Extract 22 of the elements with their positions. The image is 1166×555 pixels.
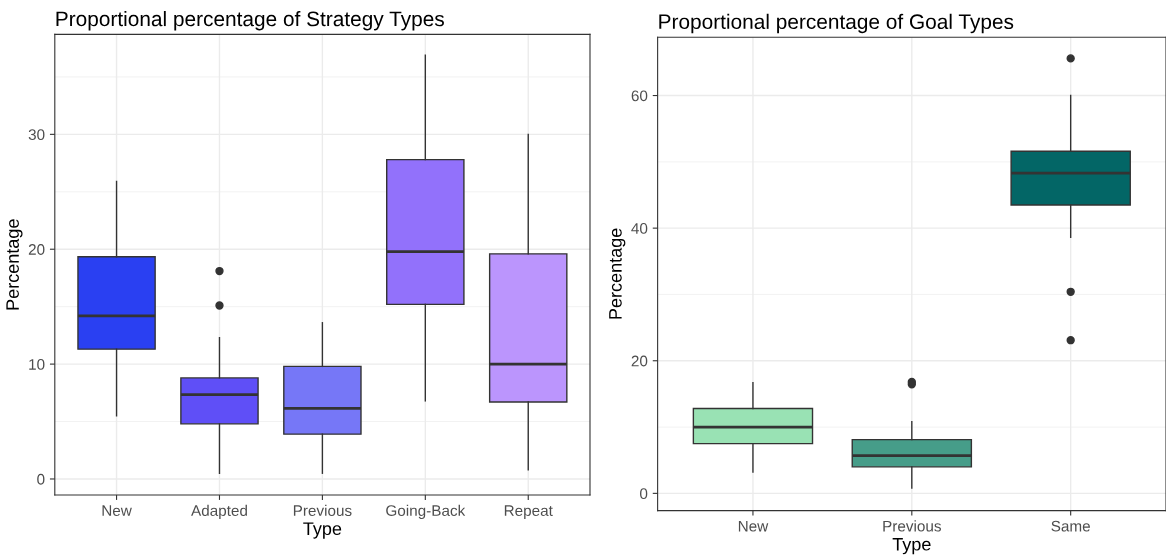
y-tick-label: 40 <box>631 223 648 234</box>
x-tick-label: Previous <box>293 504 352 516</box>
y-tick-label: 30 <box>28 129 45 141</box>
y-tick-label: 10 <box>29 358 45 370</box>
x-tick-label: Same <box>1051 520 1090 532</box>
y-tick-label: 20 <box>631 355 648 367</box>
y-axis-title: Percentage <box>6 219 23 310</box>
x-tick-label: Repeat <box>504 505 553 520</box>
x-tick-label: Going-Back <box>386 504 466 520</box>
x-axis-title: Type <box>303 522 342 539</box>
x-tick-label: New <box>738 520 769 532</box>
y-axis-title: Percentage <box>609 228 626 319</box>
y-tick-label: 0 <box>640 488 648 500</box>
chart-title: Proportional percentage of Goal Types <box>659 13 1014 34</box>
x-axis-title: Type <box>892 538 931 555</box>
y-tick-label: 20 <box>28 244 45 255</box>
chart-title: Proportional percentage of Strategy Types <box>56 10 444 31</box>
x-tick-label: New <box>102 505 132 516</box>
y-tick-label: 60 <box>631 90 648 102</box>
x-tick-label: Previous <box>883 520 941 532</box>
y-tick-label: 0 <box>37 473 45 485</box>
x-tick-label: Adapted <box>191 504 247 520</box>
